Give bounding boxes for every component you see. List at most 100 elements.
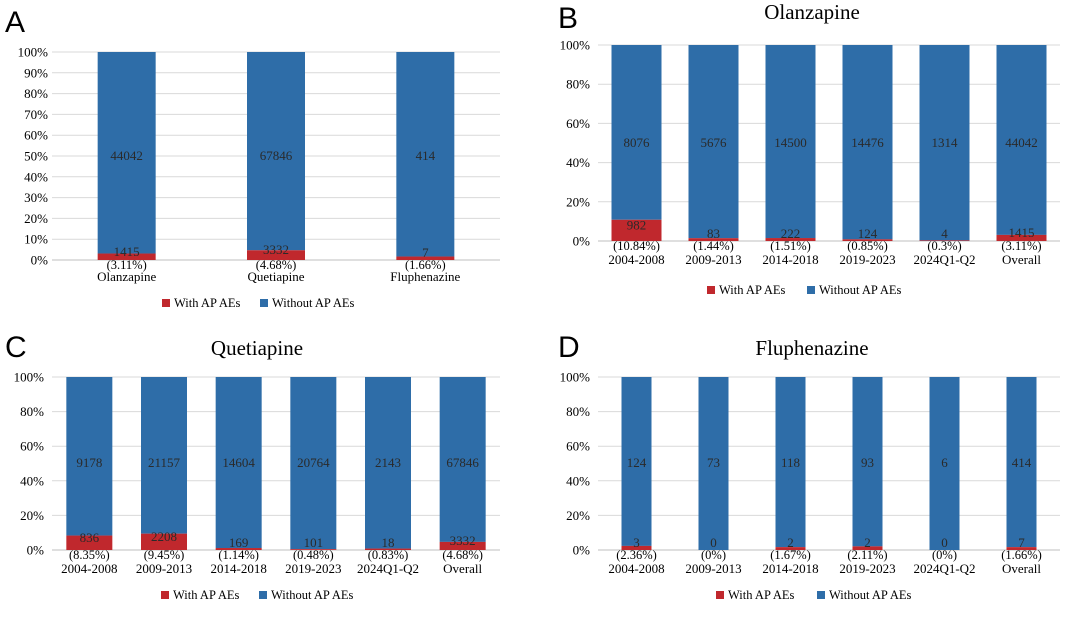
legend-label-with: With AP AEs	[728, 588, 795, 602]
bar-without-ap-aes	[919, 45, 970, 241]
chart-title: Olanzapine	[764, 0, 860, 24]
y-tick-label: 0%	[573, 234, 591, 249]
y-tick-label: 60%	[566, 116, 590, 131]
x-tick-label: 2004-2008	[608, 561, 664, 576]
percent-label: (1.67%)	[770, 548, 811, 562]
bar-without-ap-aes	[996, 45, 1047, 235]
bar-label-with: 3	[633, 535, 640, 550]
y-tick-label: 0%	[31, 253, 49, 268]
bar-label-without: 9178	[76, 455, 102, 470]
bar-without-ap-aes	[688, 45, 739, 239]
legend-swatch-with	[162, 299, 170, 307]
bar-with-ap-aes	[919, 240, 970, 241]
bar-label-without: 118	[781, 455, 800, 470]
x-tick-label: 2014-2018	[762, 561, 818, 576]
bar-without-ap-aes	[842, 45, 893, 240]
y-tick-label: 20%	[24, 211, 48, 226]
bar-label-with: 222	[781, 226, 801, 241]
x-tick-label: 2019-2023	[285, 561, 341, 576]
chart-title: Fluphenazine	[755, 336, 868, 360]
x-tick-label: Overall	[443, 561, 482, 576]
bar-label-with: 101	[304, 535, 324, 550]
percent-label: (1.51%)	[770, 239, 811, 253]
bar-without-ap-aes	[247, 52, 305, 251]
percent-label: (3.11%)	[1001, 239, 1041, 253]
bar-label-without: 44042	[110, 148, 143, 163]
bar-with-ap-aes	[996, 234, 1047, 241]
bar-label-with: 3332	[450, 533, 476, 548]
panel-a: A 0% 10% 20% 30% 40% 50% 60% 70% 80% 90% 100% 44042 1…	[5, 6, 500, 310]
legend-label-with: With AP AEs	[719, 283, 786, 297]
percent-label: (1.44%)	[693, 239, 734, 253]
bar-with-ap-aes	[1006, 547, 1037, 550]
bar-with-ap-aes	[97, 253, 156, 260]
percent-label: (1.14%)	[218, 548, 259, 562]
x-tick-label: 2024Q1-Q2	[357, 561, 419, 576]
bar-without-ap-aes	[775, 377, 806, 548]
legend-swatch-with	[716, 591, 724, 599]
bar-without-ap-aes	[215, 377, 262, 549]
panel-letter: D	[558, 331, 580, 364]
x-tick-label: 2019-2023	[839, 561, 895, 576]
percent-label: (2.11%)	[847, 548, 887, 562]
bar-with-ap-aes	[852, 546, 883, 550]
percent-label: (4.68%)	[256, 258, 297, 272]
legend-swatch-with	[707, 286, 715, 294]
legend-label-with: With AP AEs	[173, 588, 240, 602]
panel-c: C Quetiapine 0% 20% 40% 60% 80% 100% 9178 836 (8.3…	[5, 331, 500, 602]
y-tick-label: 60%	[566, 439, 590, 454]
bar-with-ap-aes	[765, 238, 816, 241]
bar-label-with: 2	[864, 535, 871, 550]
legend-label-without: Without AP AEs	[819, 283, 902, 297]
bar-with-ap-aes	[439, 541, 486, 550]
bar-label-with: 2208	[151, 529, 177, 544]
y-tick-label: 80%	[566, 77, 590, 92]
y-tick-label: 100%	[18, 45, 49, 60]
bar-without-ap-aes	[852, 377, 883, 547]
panel-d: D Fluphenazine 0% 20% 40% 60% 80% 100% 124 3(2.36…	[558, 331, 1060, 602]
legend-label-without: Without AP AEs	[272, 296, 355, 310]
bar-label-without: 414	[416, 148, 436, 163]
y-tick-label: 70%	[24, 107, 48, 122]
panel-b: B Olanzapine 0% 20% 40% 60% 80% 100% 8076 982 (10.…	[558, 0, 1060, 297]
percent-label: (3.11%)	[107, 258, 147, 272]
bar-without-ap-aes	[439, 377, 486, 542]
bar-label-with: 169	[229, 535, 249, 550]
legend-swatch-without	[259, 591, 267, 599]
x-tick-label: Olanzapine	[97, 269, 156, 284]
bar-label-without: 14476	[851, 135, 884, 150]
percent-label: (0.3%)	[927, 239, 961, 253]
bar-without-ap-aes	[396, 52, 455, 257]
legend-swatch-without	[817, 591, 825, 599]
bar-without-ap-aes	[1006, 377, 1037, 548]
y-tick-label: 100%	[560, 38, 591, 53]
bar-label-with: 7	[422, 245, 429, 260]
legend-swatch-without	[807, 286, 815, 294]
percent-label: (9.45%)	[144, 548, 185, 562]
bar-label-without: 67846	[260, 148, 293, 163]
y-tick-label: 40%	[24, 169, 48, 184]
bar-label-without: 414	[1012, 455, 1032, 470]
bar-label-with: 124	[858, 226, 878, 241]
y-tick-label: 40%	[566, 155, 590, 170]
bar-label-without: 6	[941, 455, 948, 470]
bar-without-ap-aes	[66, 377, 113, 536]
legend-label-with: With AP AEs	[174, 296, 241, 310]
x-tick-label: Fluphenazine	[390, 269, 460, 284]
legend-swatch-without	[260, 299, 268, 307]
bar-label-with: 7	[1018, 535, 1025, 550]
bar-label-without: 44042	[1005, 135, 1038, 150]
y-tick-label: 100%	[560, 370, 591, 385]
bar-with-ap-aes	[247, 250, 305, 260]
bar-label-with: 836	[80, 530, 100, 545]
x-tick-label: 2009-2013	[685, 252, 741, 267]
y-tick-label: 0%	[27, 543, 45, 558]
percent-label: (10.84%)	[613, 239, 660, 253]
y-tick-label: 20%	[20, 508, 44, 523]
bar-without-ap-aes	[621, 377, 652, 546]
bar-label-without: 8076	[624, 135, 651, 150]
bar-label-with: 18	[382, 535, 395, 550]
bar-label-with: 0	[941, 535, 948, 550]
percent-label: (0.83%)	[368, 548, 409, 562]
bar-label-with: 3332	[263, 242, 289, 257]
